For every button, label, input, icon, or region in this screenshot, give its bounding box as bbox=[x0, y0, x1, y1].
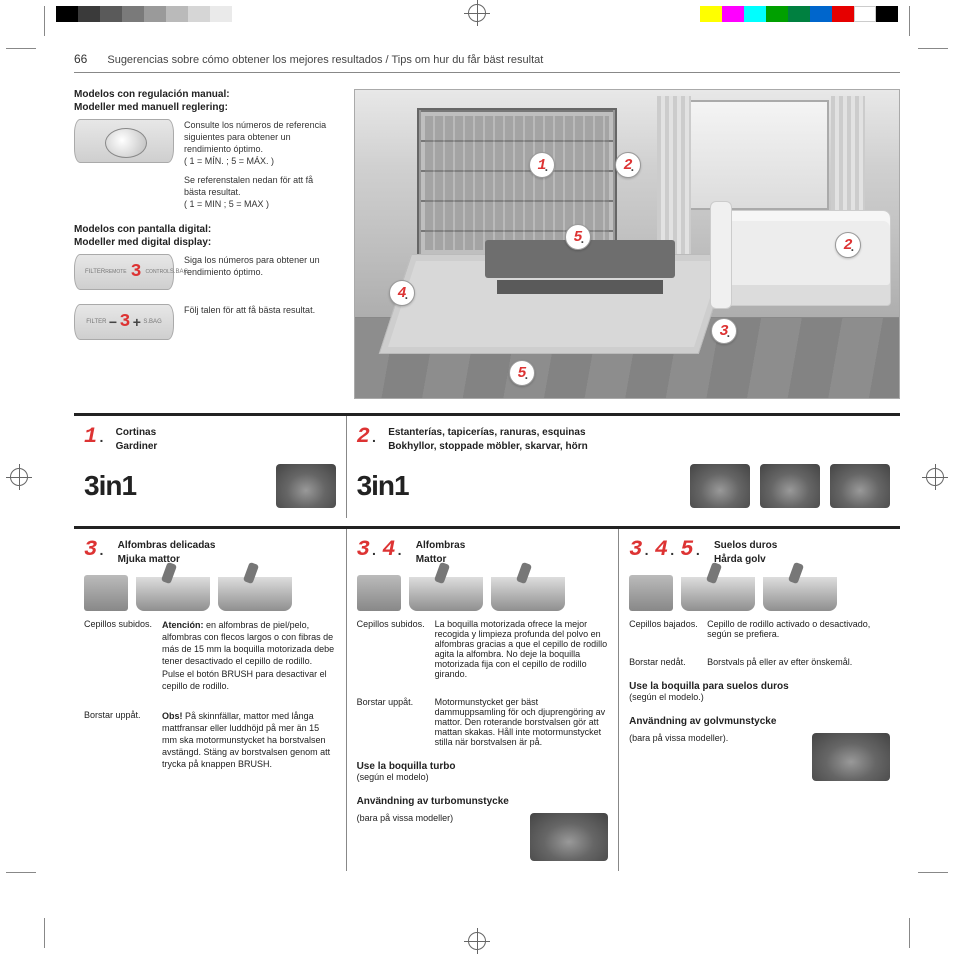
col-hard-floors: 3 4 5 Suelos duros Hårda golv Cepillos b… bbox=[619, 529, 900, 871]
crop-mark bbox=[6, 48, 36, 82]
manual-dial-icon bbox=[74, 119, 174, 163]
digital-heading-es: Modelos con pantalla digital: bbox=[74, 224, 336, 235]
digital-heading-sv: Modeller med digital display: bbox=[74, 237, 336, 248]
digital-panel-plusminus-icon: FILTER − 3 + S.BAG bbox=[74, 304, 174, 340]
accessory-thumb-icon bbox=[690, 464, 750, 508]
room-tag-4: 4 bbox=[389, 280, 415, 306]
registration-mark-icon bbox=[468, 4, 486, 22]
room-tag-5: 5 bbox=[565, 224, 591, 250]
crop-mark bbox=[918, 872, 948, 906]
manual-text: Consulte los números de referencia sigui… bbox=[184, 119, 336, 210]
badge-2: 2 bbox=[357, 424, 379, 449]
floorhead-icon bbox=[763, 577, 837, 611]
digital-text-es: Siga los números para obtener un rendimi… bbox=[184, 254, 336, 278]
col-delicate-rugs: 3 Alfombras delicadas Mjuka mattor Cepil… bbox=[74, 529, 347, 871]
registration-mark-icon bbox=[10, 468, 28, 486]
page-content: 66 Sugerencias sobre cómo obtener los me… bbox=[74, 52, 900, 904]
room-tag-3: 3 bbox=[711, 318, 737, 344]
control-thumb-icon bbox=[629, 575, 673, 611]
registration-mark-icon bbox=[468, 932, 486, 950]
col-rugs: 3 4 Alfombras Mattor Cepillos subidos. L… bbox=[347, 529, 620, 871]
crop-mark bbox=[6, 872, 36, 906]
page-header: 66 Sugerencias sobre cómo obtener los me… bbox=[74, 52, 900, 73]
crop-mark bbox=[44, 6, 45, 36]
floorhead-icon bbox=[681, 577, 755, 611]
model-info-column: Modelos con regulación manual: Modeller … bbox=[74, 89, 336, 399]
section-curtains-shelves: 1 Cortinas Gardiner 3in1 2 Estanterías, … bbox=[74, 413, 900, 518]
hardfloor-nozzle-icon bbox=[812, 733, 890, 781]
accessory-thumb-icon bbox=[830, 464, 890, 508]
crop-mark bbox=[918, 48, 948, 82]
crop-mark bbox=[909, 6, 910, 36]
digital-panel-icon: FILTER REMOTE 3 CONTROL S.BAG bbox=[74, 254, 174, 290]
accessory-thumb-icon bbox=[760, 464, 820, 508]
control-thumb-icon bbox=[357, 575, 401, 611]
logo-3in1: 3in1 bbox=[357, 470, 409, 502]
floorhead-icon bbox=[491, 577, 565, 611]
page-number: 66 bbox=[74, 52, 87, 66]
page-title: Sugerencias sobre cómo obtener los mejor… bbox=[107, 54, 900, 66]
badge-1: 1 bbox=[84, 424, 106, 449]
crop-mark bbox=[44, 918, 45, 948]
room-tag-2: 2 bbox=[615, 152, 641, 178]
manual-heading-sv: Modeller med manuell reglering: bbox=[74, 102, 336, 113]
accessory-thumb-icon bbox=[276, 464, 336, 508]
section-floors: 3 Alfombras delicadas Mjuka mattor Cepil… bbox=[74, 526, 900, 871]
digital-text-sv: Följ talen för att få bästa resultat. bbox=[184, 304, 315, 316]
turbo-nozzle-icon bbox=[530, 813, 608, 861]
room-tag-1: 1 bbox=[529, 152, 555, 178]
crop-mark bbox=[909, 918, 910, 948]
manual-heading-es: Modelos con regulación manual: bbox=[74, 89, 336, 100]
room-illustration: 1 2 5 2 4 3 5 bbox=[354, 89, 900, 399]
room-tag-5: 5 bbox=[509, 360, 535, 386]
logo-3in1: 3in1 bbox=[84, 470, 136, 502]
floorhead-icon bbox=[218, 577, 292, 611]
floorhead-icon bbox=[136, 577, 210, 611]
control-thumb-icon bbox=[84, 575, 128, 611]
room-tag-2: 2 bbox=[835, 232, 861, 258]
registration-mark-icon bbox=[926, 468, 944, 486]
floorhead-icon bbox=[409, 577, 483, 611]
